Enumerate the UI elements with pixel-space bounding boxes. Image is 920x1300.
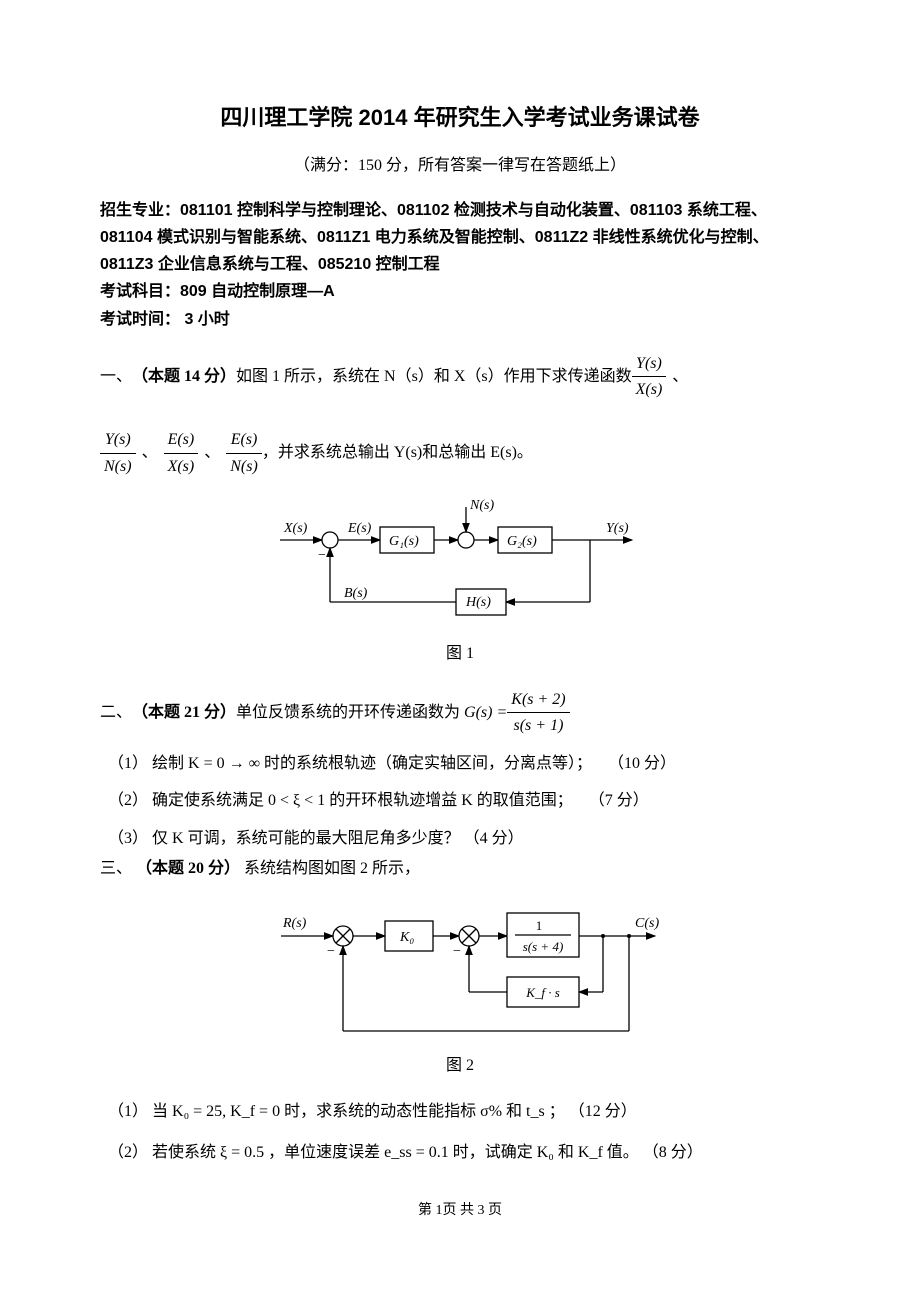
q2-sub3-text: 仅 K 可调，系统可能的最大阻尼角多少度？ <box>152 830 460 847</box>
q2-sub2-pts: （7 分） <box>589 792 649 809</box>
q2-sub3-idx: （3） <box>108 830 148 847</box>
q1-label: 一、 <box>100 364 132 390</box>
q2-sub3-pts: （4 分） <box>464 830 524 847</box>
q2-head: 二、 （本题 21 分） 单位反馈系统的开环传递函数为 G(s) = K(s +… <box>100 687 820 739</box>
svg-text:K₀: K₀ <box>399 930 414 945</box>
q3-sub1-pts: （12 分） <box>569 1103 637 1120</box>
svg-text:Y(s): Y(s) <box>606 521 629 536</box>
svg-text:−: − <box>318 548 326 563</box>
q1-frac-ex-den: X(s) <box>164 454 199 480</box>
q2-frac-den: s(s + 1) <box>507 713 569 739</box>
q2-sub1-pts: （10 分） <box>608 755 676 772</box>
q2-pts: （本题 21 分） <box>132 700 236 726</box>
svg-text:−: − <box>327 944 335 959</box>
q1-frac-en-num: E(s) <box>226 427 262 454</box>
q1-sep-1: 、 <box>672 364 688 390</box>
q1-frac-ex: E(s) X(s) <box>164 427 199 479</box>
q1-body-a: 如图 1 所示，系统在 N（s）和 X（s）作用下求传递函数 <box>236 364 632 390</box>
page-footer: 第 1页 共 3 页 <box>100 1200 820 1222</box>
q2-sub1: （1） 绘制 K = 0 → ∞ 时的系统根轨迹（确定实轴区间，分离点等）； （… <box>108 751 820 777</box>
q3-label: 三、 <box>100 860 132 877</box>
q2-sub2: （2） 确定使系统满足 0 < ξ < 1 的开环根轨迹增益 K 的取值范围； … <box>108 788 820 814</box>
svg-text:s(s + 4): s(s + 4) <box>523 939 564 954</box>
q2-label: 二、 <box>100 700 132 726</box>
q1-frac-yn-den: N(s) <box>100 454 136 480</box>
q2-frac: K(s + 2) s(s + 1) <box>507 687 569 739</box>
meta-line-2: 081104 模式识别与智能系统、0811Z1 电力系统及智能控制、0811Z2… <box>100 224 820 251</box>
q1-frac-yx-den: X(s) <box>632 377 667 403</box>
page-title: 四川理工学院 2014 年研究生入学考试业务课试卷 <box>100 100 820 135</box>
q1-head: 一、 （本题 14 分） 如图 1 所示，系统在 N（s）和 X（s）作用下求传… <box>100 351 820 403</box>
svg-text:H(s): H(s) <box>465 595 491 610</box>
q3-sub1-idx: （1） <box>108 1103 148 1120</box>
q3-sub2-text: 若使系统 ξ = 0.5 ，单位速度误差 e_ss = 0.1 时，试确定 K₀… <box>152 1144 639 1161</box>
svg-text:C(s): C(s) <box>635 916 659 931</box>
q2-sub2-text: 确定使系统满足 0 < ξ < 1 的开环根轨迹增益 K 的取值范围； <box>152 792 573 809</box>
q1-sep-3: 、 <box>204 440 220 466</box>
page-subtitle: （满分：150 分，所有答案一律写在答题纸上） <box>100 153 820 179</box>
meta-block: 招生专业：081101 控制科学与控制理论、081102 检测技术与自动化装置、… <box>100 197 820 333</box>
q2-sub1-idx: （1） <box>108 755 148 772</box>
svg-text:1: 1 <box>536 918 543 933</box>
svg-text:B(s): B(s) <box>344 586 368 601</box>
q3-sub1: （1） 当 K₀ = 25, K_f = 0 时，求系统的动态性能指标 σ% 和… <box>108 1099 820 1125</box>
q2-sub2-idx: （2） <box>108 792 148 809</box>
q1-frac-ex-num: E(s) <box>164 427 199 454</box>
meta-line-3: 0811Z3 企业信息系统与工程、085210 控制工程 <box>100 251 820 278</box>
svg-text:−: − <box>453 944 461 959</box>
q3-pts: （本题 20 分） <box>136 860 240 877</box>
figure-2-label: 图 2 <box>100 1053 820 1079</box>
figure-2-diagram: R(s) C(s) K₀ 1 s(s + 4) K_f · s − − <box>245 899 675 1049</box>
svg-text:R(s): R(s) <box>282 916 307 931</box>
q1-sep-2: 、 <box>142 440 158 466</box>
q1-frac-yn: Y(s) N(s) <box>100 427 136 479</box>
q3-body: 系统结构图如图 2 所示， <box>244 860 420 877</box>
q1-frac-yx-num: Y(s) <box>632 351 667 378</box>
svg-text:G₁(s): G₁(s) <box>389 534 419 549</box>
q2-frac-num: K(s + 2) <box>507 687 569 714</box>
q1-frac-en: E(s) N(s) <box>226 427 262 479</box>
meta-line-5: 考试时间： 3 小时 <box>100 306 820 333</box>
svg-text:E(s): E(s) <box>347 521 372 536</box>
figure-1-diagram: X(s) E(s) N(s) Y(s) B(s) G₁(s) G₂(s) H(s… <box>260 497 660 637</box>
q1-frac-en-den: N(s) <box>226 454 262 480</box>
q2-gs-lhs: G(s) = <box>464 700 507 726</box>
meta-line-4: 考试科目：809 自动控制原理—A <box>100 278 820 305</box>
q3-sub1-text: 当 K₀ = 25, K_f = 0 时，求系统的动态性能指标 σ% 和 t_s… <box>152 1103 565 1120</box>
q2-sub1-text: 绘制 K = 0 → ∞ 时的系统根轨迹（确定实轴区间，分离点等）； <box>152 755 592 772</box>
meta-line-1: 招生专业：081101 控制科学与控制理论、081102 检测技术与自动化装置、… <box>100 197 820 224</box>
q1-pts: （本题 14 分） <box>132 364 236 390</box>
q3-head: 三、 （本题 20 分） 系统结构图如图 2 所示， <box>100 856 820 882</box>
svg-text:K_f · s: K_f · s <box>525 985 560 1000</box>
figure-1-label: 图 1 <box>100 641 820 667</box>
q3-sub2: （2） 若使系统 ξ = 0.5 ，单位速度误差 e_ss = 0.1 时，试确… <box>108 1140 820 1166</box>
exam-page: 四川理工学院 2014 年研究生入学考试业务课试卷 （满分：150 分，所有答案… <box>0 0 920 1262</box>
q1-head-cont: Y(s) N(s) 、 E(s) X(s) 、 E(s) N(s) ，并求系统总… <box>100 427 820 479</box>
q3-sub2-idx: （2） <box>108 1144 148 1161</box>
svg-text:N(s): N(s) <box>469 498 494 513</box>
q1-body-b: ，并求系统总输出 Y(s)和总输出 E(s)。 <box>262 440 533 466</box>
q3-sub2-pts: （8 分） <box>643 1144 703 1161</box>
q1-frac-yx: Y(s) X(s) <box>632 351 667 403</box>
q1-frac-yn-num: Y(s) <box>100 427 136 454</box>
svg-text:G₂(s): G₂(s) <box>507 534 537 549</box>
svg-text:X(s): X(s) <box>283 521 308 536</box>
q2-body: 单位反馈系统的开环传递函数为 <box>236 700 460 726</box>
q2-sub3: （3） 仅 K 可调，系统可能的最大阻尼角多少度？ （4 分） <box>108 826 820 852</box>
